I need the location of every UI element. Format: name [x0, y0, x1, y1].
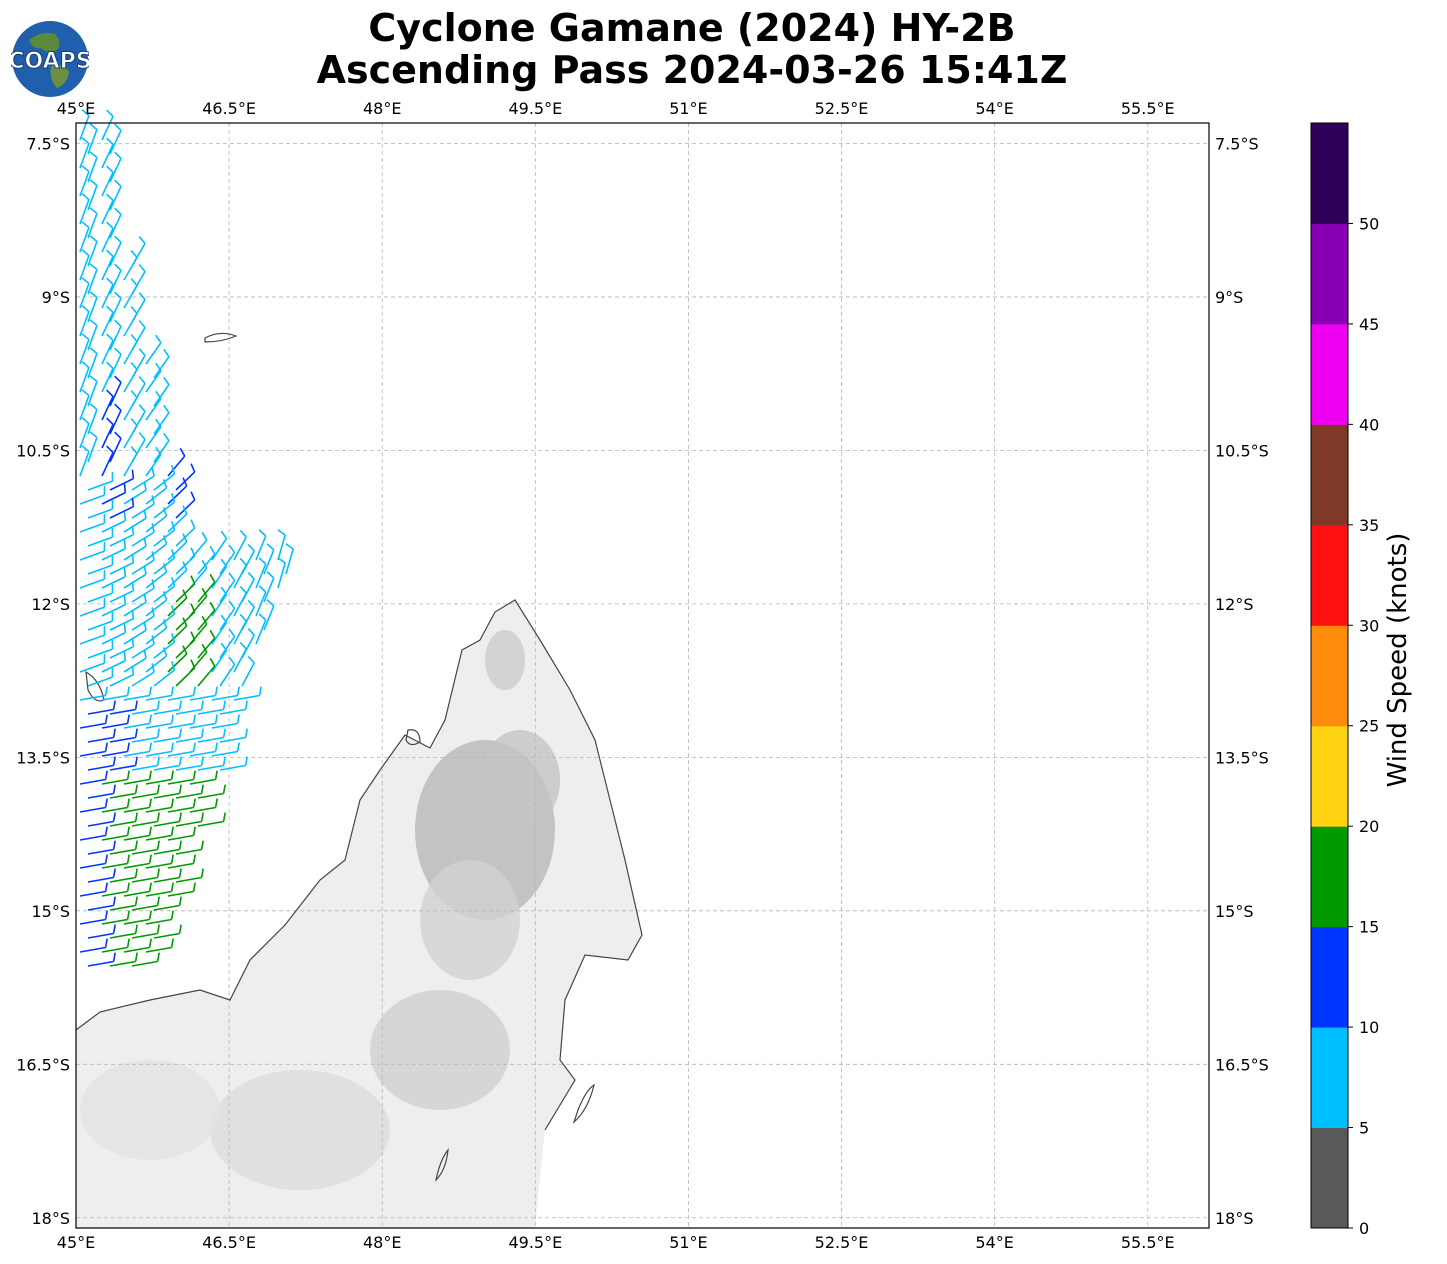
lon-tick-label-top: 46.5°E	[202, 99, 256, 118]
lat-tick-label-right: 15°S	[1215, 902, 1254, 921]
colorbar-segment	[1311, 1027, 1348, 1129]
lat-tick-label-left: 15°S	[31, 902, 70, 921]
colorbar-tick-label: 30	[1359, 616, 1379, 635]
lat-tick-label-left: 16.5°S	[16, 1055, 70, 1074]
lon-tick-label-top: 54°E	[975, 99, 1013, 118]
lat-tick-label-right: 7.5°S	[1215, 134, 1259, 153]
colorbar-tick-label: 45	[1359, 315, 1379, 334]
colorbar-tick-label: 25	[1359, 717, 1379, 736]
colorbar-segment	[1311, 123, 1348, 224]
chart-title-line-2: Ascending Pass 2024-03-26 15:41Z	[316, 48, 1068, 92]
lon-tick-label-bottom: 52.5°E	[815, 1233, 869, 1252]
lon-tick-label-bottom: 51°E	[669, 1233, 707, 1252]
lat-tick-label-right: 10.5°S	[1215, 441, 1269, 460]
colorbar-segment	[1311, 323, 1348, 425]
colorbar-segment	[1311, 826, 1348, 928]
lon-tick-label-top: 49.5°E	[508, 99, 562, 118]
map-frame	[75, 122, 1210, 1229]
colorbar-segment	[1311, 1127, 1348, 1229]
lat-tick-label-right: 18°S	[1215, 1209, 1254, 1228]
lon-tick-label-bottom: 54°E	[975, 1233, 1013, 1252]
wind-barbs	[79, 109, 294, 967]
lon-tick-label-top: 51°E	[669, 99, 707, 118]
colorbar-tick-label: 40	[1359, 415, 1379, 434]
logo-text: COAPS	[11, 49, 89, 74]
colorbar-segment	[1311, 625, 1348, 727]
madagascar-terrain	[76, 600, 642, 1228]
chart-title-line-1: Cyclone Gamane (2024) HY-2B	[368, 6, 1016, 50]
lon-tick-label-bottom: 55.5°E	[1121, 1233, 1175, 1252]
lat-tick-label-left: 7.5°S	[26, 134, 70, 153]
lon-tick-label-bottom: 46.5°E	[202, 1233, 256, 1252]
colorbar-tick-label: 10	[1359, 1018, 1379, 1037]
lat-tick-label-right: 12°S	[1215, 595, 1254, 614]
colorbar-segment	[1311, 223, 1348, 325]
lon-tick-label-top: 55.5°E	[1121, 99, 1175, 118]
colorbar-segment	[1311, 524, 1348, 626]
lat-tick-label-right: 13.5°S	[1215, 748, 1269, 767]
lat-tick-label-right: 16.5°S	[1215, 1055, 1269, 1074]
colorbar-tick-label: 0	[1359, 1219, 1369, 1238]
colorbar-tick-label: 5	[1359, 1119, 1369, 1138]
lon-tick-label-bottom: 48°E	[363, 1233, 401, 1252]
colorbar: 0 5 10 15 20 25 30 35 40 45 50	[1310, 122, 1379, 1238]
colorbar-segment	[1311, 926, 1348, 1028]
colorbar-tick-label: 15	[1359, 918, 1379, 937]
globe-logo-icon: COAPS	[11, 21, 89, 97]
colorbar-tick-label: 35	[1359, 516, 1379, 535]
lat-tick-label-left: 10.5°S	[16, 441, 70, 460]
lon-tick-label-top: 48°E	[363, 99, 401, 118]
lat-tick-label-right: 9°S	[1215, 288, 1243, 307]
colorbar-segment	[1311, 725, 1348, 827]
axis-ticks: 45°E 45°E 46.5°E 46.5°E 48°E 48°E 49.5°E 49.5°E…	[16, 99, 1269, 1252]
lat-tick-label-left: 12°S	[31, 595, 70, 614]
colorbar-tick-label: 20	[1359, 817, 1379, 836]
lat-tick-label-left: 9°S	[42, 288, 70, 307]
lon-tick-label-bottom: 45°E	[57, 1233, 95, 1252]
lon-tick-label-top: 52.5°E	[815, 99, 869, 118]
lon-tick-label-top: 45°E	[57, 99, 95, 118]
lat-tick-label-left: 13.5°S	[16, 748, 70, 767]
colorbar-tick-label: 50	[1359, 214, 1379, 233]
coastline	[75, 332, 643, 1182]
colorbar-segment	[1311, 424, 1348, 526]
lat-tick-label-left: 18°S	[31, 1209, 70, 1228]
lon-tick-label-bottom: 49.5°E	[508, 1233, 562, 1252]
